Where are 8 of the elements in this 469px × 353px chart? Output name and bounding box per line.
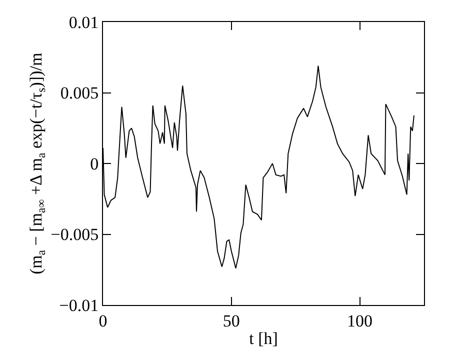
y-tick-label: −0.005 <box>50 225 99 244</box>
x-tick-label: 50 <box>222 311 240 330</box>
y-tick-label: 0.01 <box>68 12 99 32</box>
y-tick-label: 0.005 <box>60 84 99 103</box>
x-tick-label: 100 <box>347 311 373 330</box>
x-axis-title: t [h] <box>249 328 278 348</box>
y-tick-label: −0.01 <box>59 296 99 315</box>
y-tick-label: 0 <box>90 154 99 174</box>
